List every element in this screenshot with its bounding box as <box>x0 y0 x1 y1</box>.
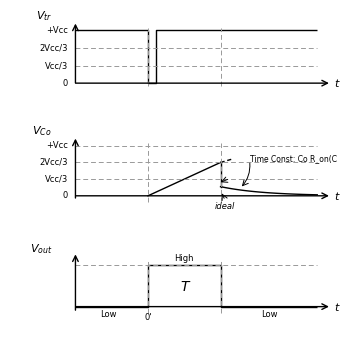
Text: $t$: $t$ <box>334 301 341 313</box>
Text: 2Vcc/3: 2Vcc/3 <box>40 158 68 167</box>
Text: ideal: ideal <box>215 202 235 211</box>
Text: $t$: $t$ <box>334 190 341 202</box>
Text: $t$: $t$ <box>334 77 341 89</box>
Text: 0': 0' <box>144 313 152 322</box>
Text: +Vcc: +Vcc <box>46 141 68 150</box>
Text: 0: 0 <box>63 191 68 200</box>
Text: +Vcc: +Vcc <box>46 26 68 35</box>
Text: $V_{Co}$: $V_{Co}$ <box>32 124 51 138</box>
Text: Vcc/3: Vcc/3 <box>45 175 68 184</box>
Text: 2Vcc/3: 2Vcc/3 <box>40 43 68 53</box>
Text: Vcc/3: Vcc/3 <box>45 61 68 70</box>
Text: 0: 0 <box>63 79 68 88</box>
Text: $V_{out}$: $V_{out}$ <box>30 242 53 256</box>
Text: $V_{tr}$: $V_{tr}$ <box>36 10 52 24</box>
Text: Low: Low <box>260 310 277 320</box>
Text: Time Const: Co R_on(C: Time Const: Co R_on(C <box>250 154 337 163</box>
Text: High: High <box>175 254 194 263</box>
Text: Low: Low <box>100 310 117 320</box>
Text: T: T <box>180 280 189 294</box>
